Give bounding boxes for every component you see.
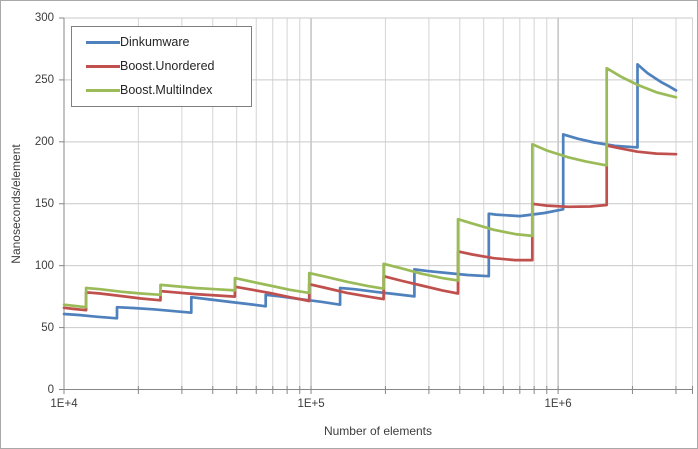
y-tick-label: 250 — [34, 73, 54, 86]
legend-line-swatch — [86, 64, 120, 69]
legend-item-dinkumware: Dinkumware — [86, 35, 251, 50]
x-tick-label: 1E+4 — [50, 398, 78, 410]
legend: Dinkumware Boost.Unordered Boost.MultiInde… — [71, 26, 252, 107]
y-tick-label: 0 — [47, 383, 54, 396]
legend-line-swatch — [86, 41, 120, 45]
y-tick-label: 150 — [34, 197, 54, 210]
legend-item-boost-multiindex: Boost.MultiIndex — [86, 83, 251, 98]
legend-label: Boost.Unordered — [120, 58, 215, 73]
y-tick-label: 50 — [41, 321, 54, 334]
x-tick-label: 1E+6 — [544, 398, 572, 410]
y-axis-title: Nanoseconds/element — [9, 144, 23, 264]
y-tick-label: 100 — [34, 259, 54, 272]
x-tick-label: 1E+5 — [297, 398, 325, 410]
x-axis-title: Number of elements — [323, 424, 433, 438]
legend-label: Boost.MultiIndex — [120, 82, 213, 97]
legend-label: Dinkumware — [120, 35, 190, 50]
legend-item-boost-unordered: Boost.Unordered — [86, 59, 251, 74]
series-line-boost-unordered — [62, 144, 678, 312]
legend-line-swatch — [86, 88, 120, 92]
y-tick-label: 300 — [34, 12, 54, 24]
series-line-boost-multiindex — [62, 66, 678, 309]
y-tick-label: 200 — [34, 135, 54, 148]
